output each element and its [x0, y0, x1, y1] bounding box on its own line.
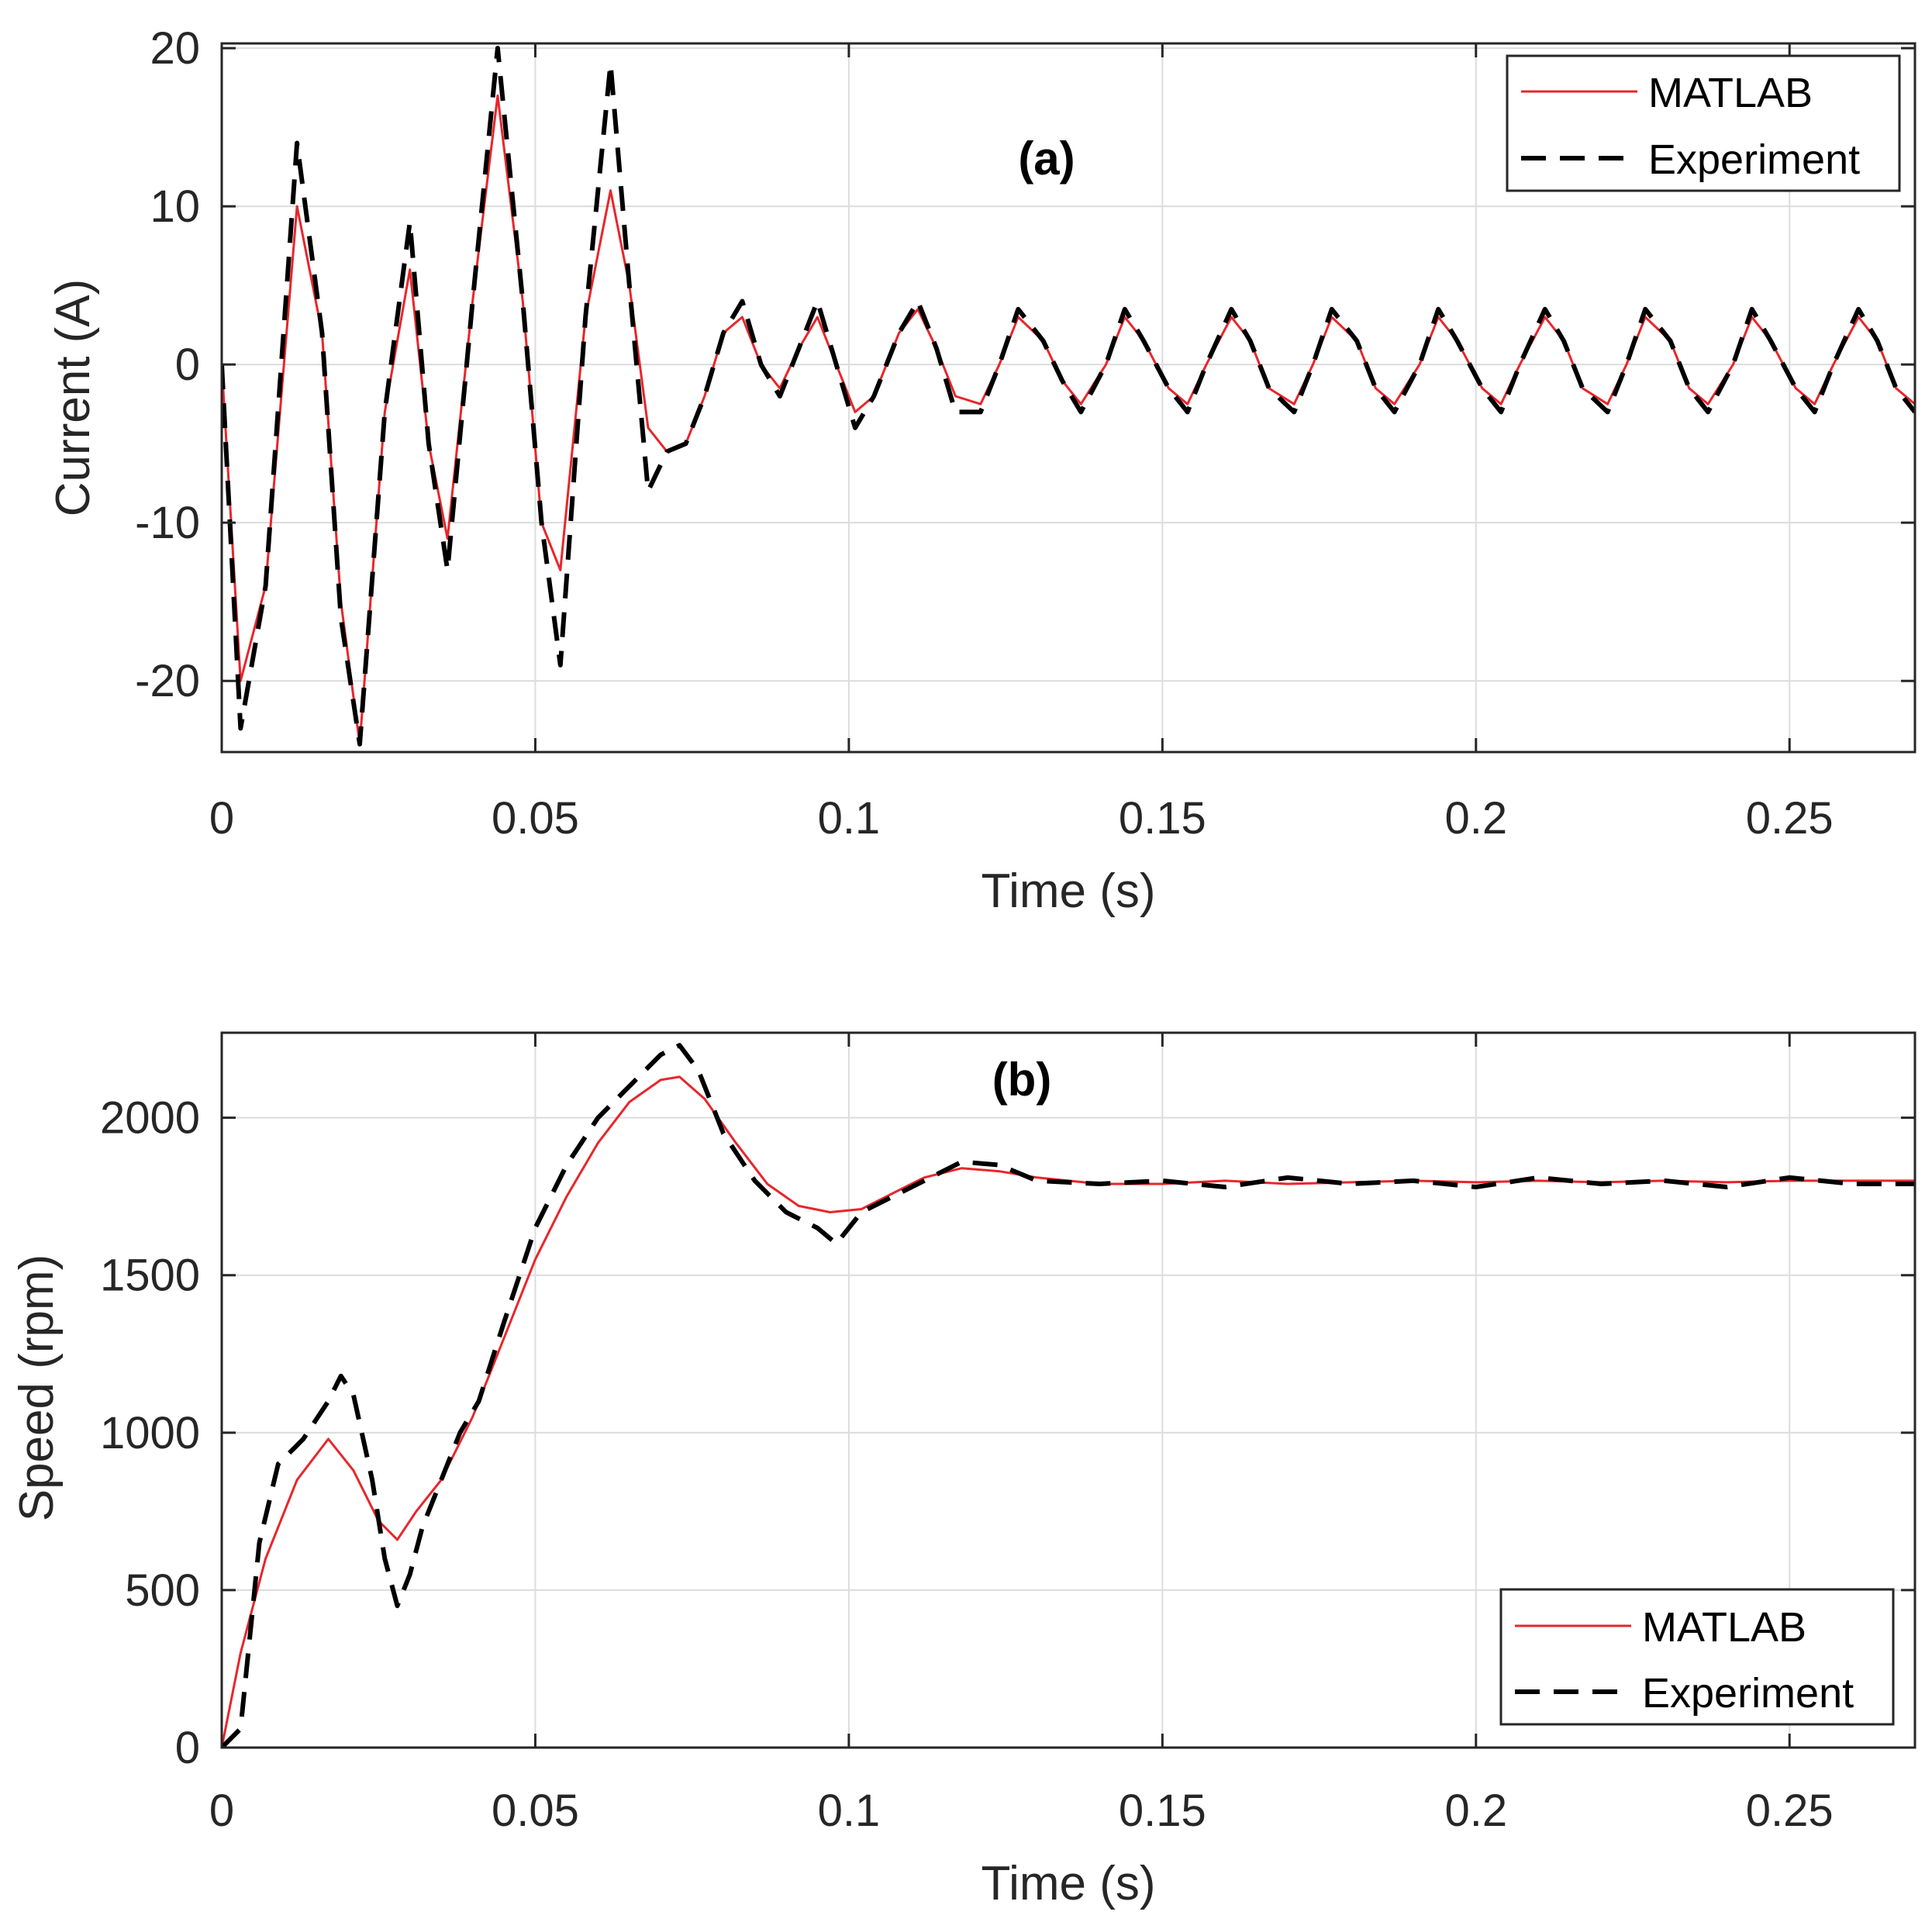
panel-b-series	[222, 1043, 1915, 1748]
panel-b-x-tick-label-1: 0.05	[492, 1786, 579, 1836]
panel-a-legend-experiment-label: Experiment	[1648, 136, 1860, 183]
panel-b-x-ticks: 0 0.05 0.1 0.15 0.2 0.25	[209, 1033, 1834, 1836]
panel-a-x-tick-label-0: 0	[209, 793, 234, 844]
panel-a-legend: MATLAB Experiment	[1506, 54, 1901, 192]
panel-a-series-experiment-line	[222, 46, 1915, 747]
panel-a-legend-box	[1506, 54, 1901, 192]
panel-b-legend-experiment-label: Experiment	[1642, 1670, 1854, 1717]
panel-a-x-tick-label-4: 0.2	[1444, 793, 1507, 844]
panel-a-axes-frame	[220, 42, 1916, 754]
panel-a: 0 0.05 0.1 0.15 0.2 0.25 -20 -10 0 10 20 (a) Time…	[47, 23, 1916, 918]
panel-b-y-axis-label: Speed (rpm)	[10, 1254, 64, 1522]
panel-b-y-ticks: 0 500 1000 1500 2000	[100, 1093, 1915, 1773]
panel-b-y-tick-label-1: 500	[125, 1565, 200, 1616]
panel-a-y-tick-label-3: 10	[150, 181, 200, 232]
panel-a-y-tick-label-2: 0	[175, 340, 200, 390]
panel-a-grid	[221, 43, 1915, 752]
panel-b-y-tick-label-4: 2000	[100, 1093, 200, 1144]
panel-b-y-tick-label-0: 0	[175, 1723, 200, 1773]
panel-b-x-tick-label-2: 0.1	[818, 1786, 881, 1836]
panel-a-y-tick-label-0: -20	[135, 656, 200, 706]
panel-a-y-tick-label-4: 20	[150, 23, 200, 74]
panel-b-legend: MATLAB Experiment	[1499, 1588, 1895, 1726]
panel-b: 0 0.05 0.1 0.15 0.2 0.25 0 500 1000 1500 2000 (b)…	[10, 1031, 1916, 1910]
panel-b-y-tick-label-2: 1000	[100, 1408, 200, 1458]
panel-a-x-tick-label-5: 0.25	[1746, 793, 1834, 844]
panel-b-x-axis-label: Time (s)	[982, 1857, 1156, 1910]
panel-a-x-ticks: 0 0.05 0.1 0.15 0.2 0.25	[209, 43, 1834, 844]
panel-b-x-tick-label-4: 0.2	[1444, 1786, 1507, 1836]
panel-a-x-tick-label-1: 0.05	[492, 793, 579, 844]
panel-a-x-tick-label-3: 0.15	[1119, 793, 1206, 844]
panel-b-x-tick-label-3: 0.15	[1119, 1786, 1206, 1836]
panel-a-title: (a)	[1018, 133, 1075, 185]
panel-a-series	[222, 46, 1915, 747]
panel-a-legend-matlab-label: MATLAB	[1648, 70, 1813, 116]
panel-b-series-experiment-line	[222, 1043, 1915, 1748]
panel-b-x-tick-label-5: 0.25	[1746, 1786, 1834, 1836]
panel-b-series-matlab-line	[222, 1075, 1915, 1748]
panel-a-y-ticks: -20 -10 0 10 20	[135, 23, 1915, 706]
panel-b-y-tick-label-3: 1500	[100, 1251, 200, 1301]
panel-b-title: (b)	[992, 1054, 1052, 1106]
panel-a-x-axis-label: Time (s)	[982, 864, 1156, 918]
panel-a-y-axis-label: Current (A)	[47, 279, 100, 517]
panel-a-x-tick-label-2: 0.1	[818, 793, 881, 844]
panel-b-axes-frame	[220, 1031, 1916, 1749]
panel-b-x-tick-label-0: 0	[209, 1786, 234, 1836]
panel-b-legend-box	[1499, 1588, 1895, 1726]
panel-a-y-tick-label-1: -10	[135, 498, 200, 548]
panel-b-legend-matlab-label: MATLAB	[1642, 1604, 1806, 1651]
